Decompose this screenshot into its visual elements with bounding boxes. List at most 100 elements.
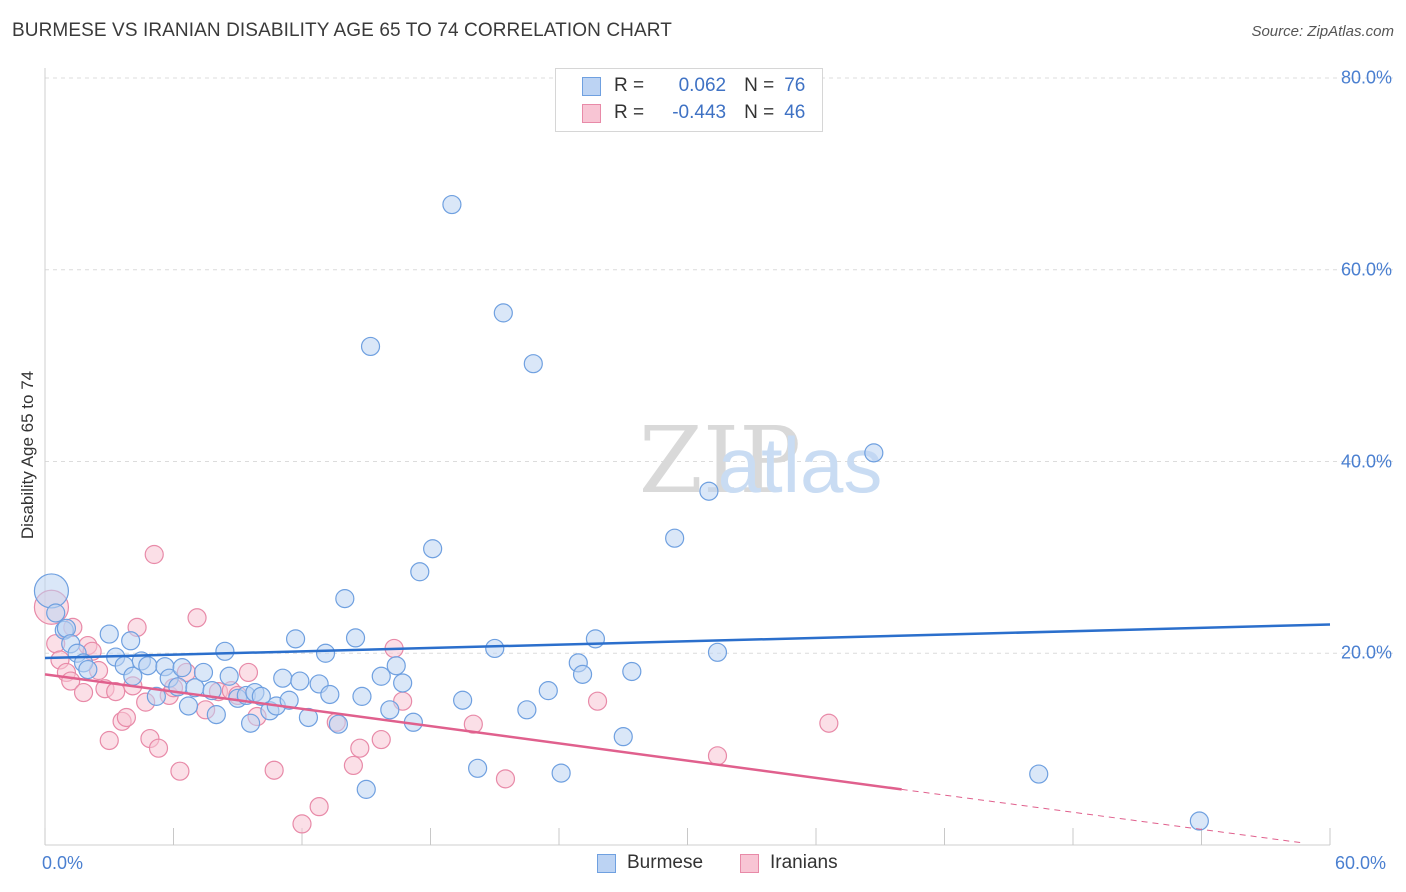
iranians-legend-swatch [740,853,759,873]
iranians-swatch [582,103,601,123]
burmese-point [410,562,430,582]
burmese-point [380,700,400,720]
iranians-point [99,730,119,751]
burmese-swatch [582,76,601,96]
burmese-point [251,686,271,706]
burmese-point [523,354,543,374]
burmese-point [290,671,310,691]
legend-item-iranians: Iranians [740,852,838,874]
burmese-point [320,684,340,705]
burmese-point [386,656,406,676]
burmese-point [178,696,199,716]
burmese-point [328,714,349,734]
iranians-point [343,755,363,776]
iranians-trend-extension [901,788,1305,844]
burmese-n-value: 76 [784,75,806,96]
burmese-point [219,666,239,686]
y-tick-label-40: 40.0% [1340,451,1392,471]
burmese-point [285,629,306,649]
iranians-point [238,662,259,683]
iranians-point [587,691,608,711]
burmese-point [46,603,66,623]
iranians-r-label: R = [614,102,645,123]
iranians-point [187,608,207,628]
axes [44,68,1331,846]
iranians-point [350,738,370,758]
iranians-point [707,746,728,766]
burmese-point [707,642,728,662]
chart-title: BURMESE VS IRANIAN DISABILITY AGE 65 TO … [12,20,672,41]
burmese-point [279,690,299,710]
iranians-r-value: -0.443 [672,102,727,123]
burmese-point [78,659,98,680]
burmese-point [172,658,192,678]
burmese-legend-swatch [597,853,616,873]
burmese-point [33,573,70,609]
trend-lines [44,623,1331,844]
burmese-point [613,727,633,747]
burmese-point [665,528,685,548]
y-tick-label-80: 80.0% [1340,67,1392,88]
iranians-point [292,814,312,834]
burmese-point [622,661,642,682]
burmese-point [864,443,884,463]
iranians-n-label: N = [744,102,775,123]
burmese-point [393,673,413,693]
iranians-point [116,707,136,728]
burmese-point [193,662,214,683]
stats-legend: R = 0.062 N = 76 R = -0.443 N = 46 [555,68,823,132]
legend-item-burmese: Burmese [597,852,703,874]
x-tick-min: 0.0% [42,853,84,873]
iranians-point [309,797,329,817]
iranians-n-value: 46 [784,102,806,123]
burmese-point [572,664,593,684]
y-tick-label-20: 20.0% [1340,642,1392,663]
burmese-point [345,628,366,648]
burmese-point [352,686,372,706]
watermark-zip: ZIP [639,407,801,514]
burmese-n-label: N = [744,75,775,96]
burmese-point [485,638,505,659]
burmese-r-value: 0.062 [678,75,727,96]
grid-lines [45,77,1393,654]
series-burmese-points [33,194,1209,831]
iranians-point [170,761,190,781]
burmese-point [493,303,513,323]
y-tick-label-60: 60.0% [1340,259,1392,280]
burmese-point [442,194,462,215]
iranians-point [148,738,169,758]
watermark-atlas: atlas [718,421,883,509]
burmese-point [468,758,488,778]
burmese-point [146,686,166,706]
x-tick-max: 60.0% [1335,853,1387,873]
burmese-point [585,629,606,649]
burmese-point [335,589,355,609]
legend-row-burmese: R = 0.062 N = 76 [582,74,805,98]
burmese-trend-line [44,623,1331,660]
burmese-point [360,336,381,357]
burmese-r-label: R = [614,75,645,96]
burmese-point [517,700,537,720]
burmese-point [241,713,261,733]
burmese-legend-label: Burmese [627,852,704,873]
burmese-point [273,668,293,688]
burmese-point [371,666,391,686]
burmese-point [423,539,443,559]
burmese-point [99,624,119,644]
iranians-point [463,714,483,734]
iranians-legend-label: Iranians [770,852,838,873]
burmese-point [699,481,719,501]
iranians-point [144,544,164,565]
burmese-point [1029,764,1049,784]
burmese-point [315,643,336,663]
iranians-point [73,682,94,703]
burmese-point [206,705,226,725]
chart-source: Source: ZipAtlas.com [1251,23,1394,40]
iranians-point [264,760,284,780]
series-legend: Burmese Iranians [0,852,1406,878]
iranians-point [819,713,839,733]
burmese-point [453,690,473,710]
burmese-point [138,656,158,676]
burmese-point [215,641,235,661]
